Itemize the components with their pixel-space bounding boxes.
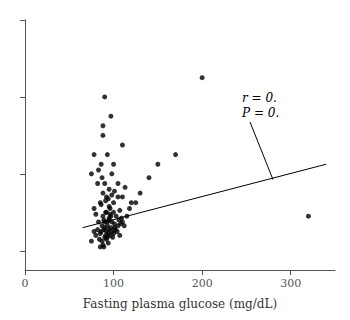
svg-text:Fasting plasma glucose (mg/dL): Fasting plasma glucose (mg/dL) xyxy=(83,297,277,311)
svg-text:r = 0.: r = 0. xyxy=(242,91,277,105)
svg-text:0: 0 xyxy=(22,277,29,290)
svg-text:P = 0.: P = 0. xyxy=(241,106,279,120)
svg-text:100: 100 xyxy=(103,277,124,290)
svg-text:300: 300 xyxy=(280,277,301,290)
svg-text:200: 200 xyxy=(192,277,213,290)
